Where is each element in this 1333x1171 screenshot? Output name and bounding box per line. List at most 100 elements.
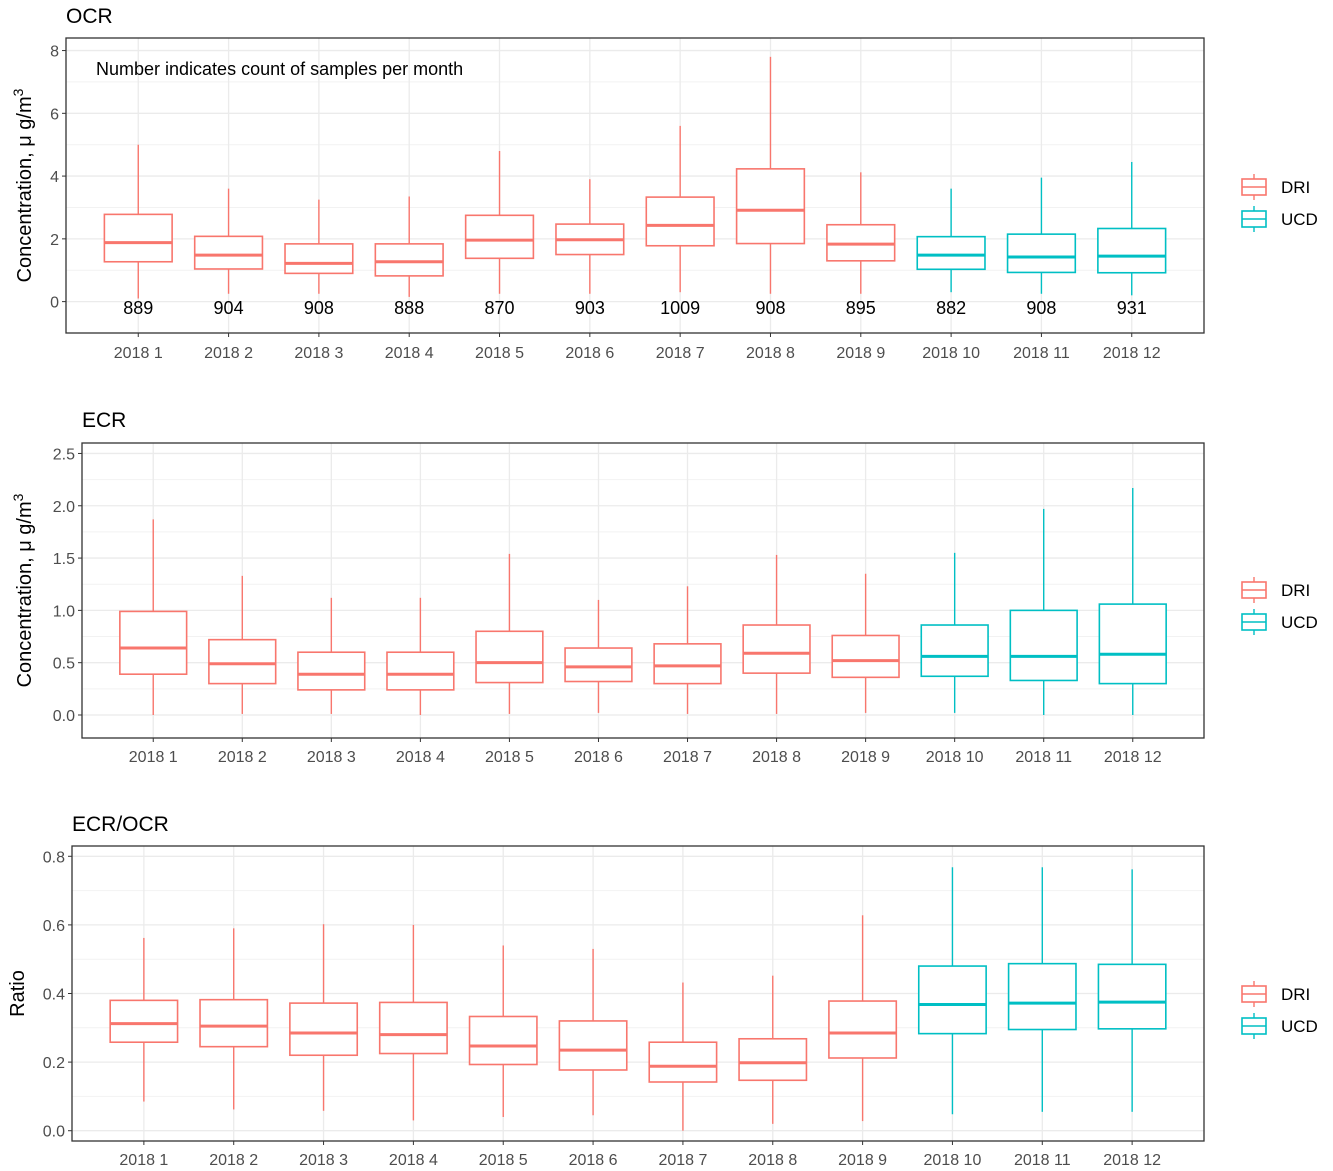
x-tick-label: 2018 11	[1015, 749, 1072, 766]
y-tick-label: 4	[50, 169, 59, 186]
y-tick-label: 0.0	[53, 708, 75, 725]
box-iqr	[1097, 963, 1167, 1030]
legend: DRI UCD	[1241, 174, 1318, 232]
box-iqr	[558, 1020, 628, 1071]
x-tick-label: 2018 1	[129, 749, 178, 766]
box-3	[297, 597, 366, 714]
box-iqr	[916, 235, 986, 271]
box-6	[558, 948, 628, 1116]
box-6	[555, 179, 625, 294]
panel-title: ECR	[82, 409, 126, 432]
box-4	[374, 196, 444, 297]
box-11	[1007, 867, 1077, 1112]
box-iqr	[742, 624, 811, 674]
x-tick-label: 2018 11	[1014, 1152, 1071, 1169]
x-tick-label: 2018 8	[748, 1152, 797, 1169]
box-8	[738, 975, 808, 1124]
sample-count: 882	[936, 298, 966, 318]
panel-border	[71, 845, 1205, 1142]
x-tick-label: 2018 7	[663, 749, 712, 766]
x-tick-label: 2018 7	[658, 1152, 707, 1169]
y-tick-label: 0.4	[43, 987, 65, 1004]
panel-3: 0.0 0.2 0.4 0.6 0.8 2018 1 2018 2 2018 3 2018 4 2…	[7, 813, 1318, 1169]
legend-key-dri	[1241, 174, 1267, 200]
sample-count: 870	[485, 298, 515, 318]
x-tick-label: 2018 5	[475, 345, 524, 362]
y-tick-label: 0.8	[43, 849, 65, 866]
y-tick-label: 1.0	[53, 603, 75, 620]
x-tick-label: 2018 3	[307, 749, 356, 766]
x-tick-label: 2018 4	[385, 345, 434, 362]
x-tick-label: 2018 9	[836, 345, 885, 362]
box-6	[564, 599, 633, 713]
box-2	[193, 188, 264, 294]
box-8	[742, 554, 811, 714]
y-tick-label: 8	[50, 44, 59, 61]
box-12	[1097, 161, 1167, 296]
x-tick-label: 2018 4	[389, 1152, 438, 1169]
panel-title: OCR	[66, 5, 113, 28]
box-4	[386, 597, 455, 715]
panel-border	[65, 37, 1205, 334]
box-iqr	[917, 965, 987, 1035]
box-9	[828, 915, 898, 1122]
box-1	[103, 144, 173, 299]
box-1	[109, 937, 179, 1102]
box-iqr	[1098, 603, 1167, 685]
x-tick-label: 2018 10	[922, 345, 980, 362]
panel-title: ECR/OCR	[72, 813, 169, 836]
box-iqr	[103, 213, 173, 263]
y-axis-label: Concentration, μ g/m3	[10, 88, 36, 282]
y-tick-label: 2	[50, 232, 59, 249]
box-iqr	[289, 1002, 359, 1057]
x-tick-label: 2018 12	[1103, 345, 1161, 362]
x-tick-label: 2018 12	[1103, 1152, 1161, 1169]
box-12	[1098, 487, 1167, 715]
box-10	[920, 552, 989, 713]
x-tick-label: 2018 9	[841, 749, 890, 766]
y-tick-label: 6	[50, 106, 59, 123]
sample-count: 889	[123, 298, 153, 318]
sample-count: 903	[575, 298, 605, 318]
y-tick-label: 0	[50, 295, 59, 312]
legend-label: DRI	[1281, 581, 1310, 600]
legend-label: DRI	[1281, 178, 1310, 197]
y-axis-label: Ratio	[7, 970, 29, 1017]
box-iqr	[735, 168, 806, 245]
plot-background	[82, 443, 1204, 738]
box-iqr	[284, 243, 354, 275]
box-11	[1009, 508, 1078, 715]
x-tick-label: 2018 4	[396, 749, 445, 766]
box-7	[653, 586, 722, 714]
y-tick-label: 0.0	[43, 1124, 65, 1141]
legend-label: UCD	[1281, 210, 1318, 229]
sample-count: 895	[846, 298, 876, 318]
box-iqr	[920, 624, 989, 678]
y-tick-label: 2.5	[53, 446, 75, 463]
box-5	[475, 553, 544, 714]
box-3	[284, 199, 354, 294]
x-tick-label: 2018 1	[119, 1152, 168, 1169]
box-7	[645, 125, 715, 293]
y-tick-label: 0.5	[53, 656, 75, 673]
box-iqr	[738, 1037, 808, 1082]
box-iqr	[374, 243, 444, 277]
box-iqr	[199, 998, 269, 1048]
x-tick-label: 2018 2	[218, 749, 267, 766]
y-tick-label: 0.6	[43, 918, 65, 935]
box-iqr	[1006, 233, 1077, 274]
x-tick-label: 2018 2	[209, 1152, 258, 1169]
legend-key-ucd	[1241, 609, 1267, 635]
box-10	[917, 867, 987, 1115]
box-5	[464, 150, 535, 294]
annotation: Number indicates count of samples per mo…	[96, 59, 463, 79]
legend-label: DRI	[1281, 985, 1310, 1004]
y-tick-label: 2.0	[53, 499, 75, 516]
x-tick-label: 2018 1	[114, 345, 163, 362]
box-8	[735, 56, 806, 294]
sample-count: 908	[1026, 298, 1056, 318]
box-iqr	[831, 634, 900, 679]
x-tick-label: 2018 6	[565, 345, 614, 362]
box-2	[208, 575, 277, 714]
